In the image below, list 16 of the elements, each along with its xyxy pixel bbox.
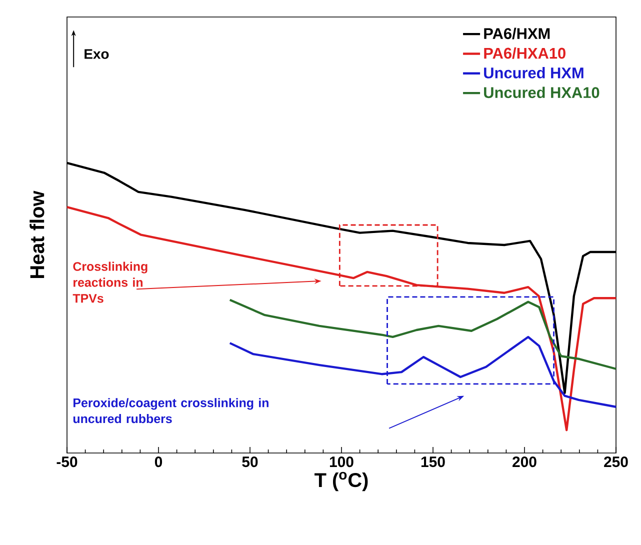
legend-label: PA6/HXA10	[484, 47, 566, 59]
annotation: Peroxide/coagent crosslinking in uncured rubbers	[73, 398, 268, 424]
legend-label: Uncured HXM	[484, 67, 584, 78]
x-axis-title: T ($^{o}$C)	[314, 472, 368, 492]
x-tick-label: 50	[242, 456, 258, 468]
x-tick-label: 100	[330, 456, 354, 468]
x-tick-label: 200	[512, 456, 536, 468]
legend-label: PA6/HXM	[484, 28, 550, 40]
x-tick-label: 0	[154, 456, 162, 468]
annotation: Crosslinking reactions in TPVs	[72, 262, 148, 303]
legend-label: Uncured HXA10	[484, 86, 600, 98]
x-tick-label: 150	[421, 456, 445, 468]
x-tick-label: 250	[604, 456, 628, 468]
x-tick-label: -50	[56, 456, 78, 468]
y-axis-title: Heat flow	[30, 190, 44, 278]
text: Exo	[84, 49, 109, 59]
